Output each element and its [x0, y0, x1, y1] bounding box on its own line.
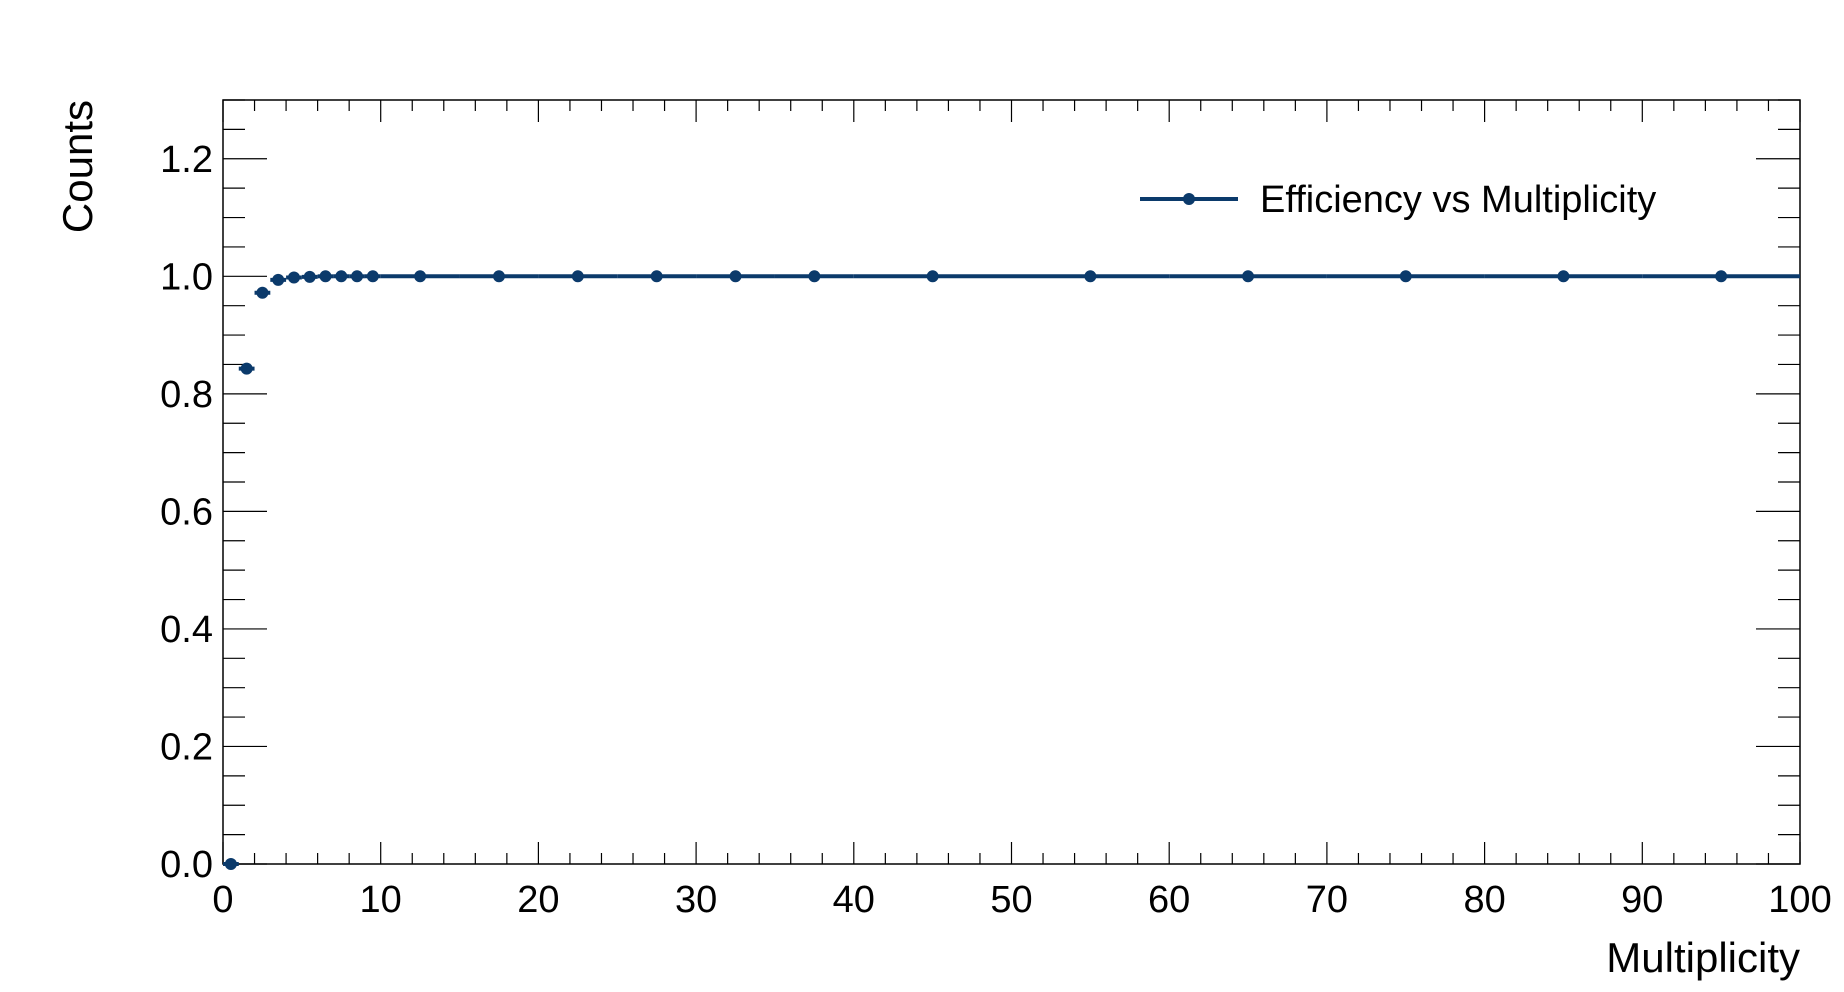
data-point: [650, 270, 663, 283]
y-tick-label: 1.0: [160, 256, 213, 298]
x-axis-title: Multiplicity: [1606, 934, 1800, 981]
data-point: [240, 362, 253, 375]
legend-label: Efficiency vs Multiplicity: [1260, 179, 1656, 221]
data-point: [1557, 270, 1570, 283]
legend-marker: [1183, 193, 1195, 205]
data-point: [303, 270, 316, 283]
legend: Efficiency vs Multiplicity: [1140, 179, 1656, 221]
x-tick-label: 90: [1621, 879, 1663, 921]
data-point: [287, 271, 300, 284]
y-tick-label: 0.2: [160, 726, 213, 768]
data-point: [335, 270, 348, 283]
data-point: [808, 270, 821, 283]
x-tick-label: 0: [212, 879, 233, 921]
x-tick-label: 40: [833, 879, 875, 921]
x-tick-labels: 0 10 20 30 40 50 60 70 80 90 100: [212, 879, 1831, 921]
y-tick-label: 0.8: [160, 374, 213, 416]
data-point: [926, 270, 939, 283]
data-point: [571, 270, 584, 283]
x-tick-label: 80: [1463, 879, 1505, 921]
y-tick-label: 1.2: [160, 139, 213, 181]
data-point: [414, 270, 427, 283]
x-tick-label: 30: [675, 879, 717, 921]
x-tick-label: 50: [990, 879, 1032, 921]
x-tick-label: 10: [360, 879, 402, 921]
data-point: [729, 270, 742, 283]
y-tick-label: 0.4: [160, 609, 213, 651]
data-point: [1399, 270, 1412, 283]
y-axis-title: Counts: [54, 100, 101, 233]
y-tick-label: 0.0: [160, 844, 213, 886]
data-point: [272, 273, 285, 286]
data-point: [366, 270, 379, 283]
data-point: [1715, 270, 1728, 283]
y-tick-label: 0.6: [160, 491, 213, 533]
data-point: [319, 270, 332, 283]
x-tick-label: 70: [1306, 879, 1348, 921]
data-point: [1242, 270, 1255, 283]
data-point: [351, 270, 364, 283]
x-tick-label: 20: [517, 879, 559, 921]
data-point: [1084, 270, 1097, 283]
axis-ticks: [222, 99, 1801, 865]
data-point: [256, 286, 269, 299]
x-tick-label: 100: [1768, 879, 1831, 921]
data-point: [224, 858, 237, 870]
data-series: [223, 270, 1800, 870]
x-tick-label: 60: [1148, 879, 1190, 921]
data-point: [492, 270, 505, 283]
y-tick-labels: 0.0 0.2 0.4 0.6 0.8 1.0 1.2: [160, 139, 213, 886]
